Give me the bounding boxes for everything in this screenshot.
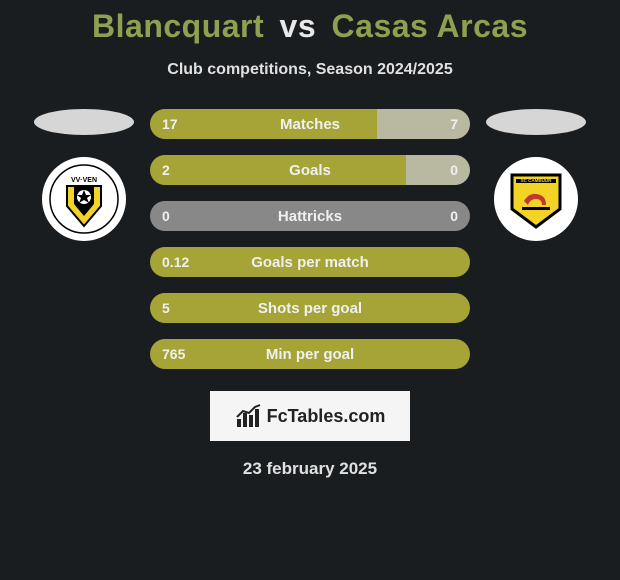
comparison-infographic: Blancquart vs Casas Arcas Club competiti… [0, 0, 620, 580]
team-badge-left: VV·VEN [42, 157, 126, 241]
stat-row: Min per goal765 [150, 339, 470, 369]
stat-row: Matches177 [150, 109, 470, 139]
stat-row: Hattricks00 [150, 201, 470, 231]
bar-left-fill [150, 201, 470, 231]
right-badge-column: SC CAMBUUR [486, 109, 586, 241]
bar-left-fill [150, 155, 406, 185]
stat-bars: Matches177 Goals20 Hattricks00 Goals per ma… [150, 109, 470, 369]
subtitle: Club competitions, Season 2024/2025 [0, 61, 620, 79]
chart-icon [235, 403, 261, 429]
player2-name: Casas Arcas [332, 8, 528, 44]
stat-row: Goals20 [150, 155, 470, 185]
shield-icon: VV·VEN [49, 164, 119, 234]
bar-left-fill [150, 247, 470, 277]
main-area: VV·VEN Matches177 Goals20 Hattricks00 Goals… [0, 109, 620, 369]
vs-label: vs [280, 8, 317, 44]
bar-left-fill [150, 109, 377, 139]
stat-row: Goals per match0.12 [150, 247, 470, 277]
bar-left-fill [150, 339, 470, 369]
player1-name: Blancquart [92, 8, 264, 44]
brand-logo: FcTables.com [210, 391, 410, 441]
team-badge-right: SC CAMBUUR [494, 157, 578, 241]
title: Blancquart vs Casas Arcas [0, 8, 620, 45]
svg-text:VV·VEN: VV·VEN [71, 177, 97, 184]
date: 23 february 2025 [0, 459, 620, 479]
left-badge-column: VV·VEN [34, 109, 134, 241]
shadow-ellipse [34, 109, 134, 135]
stat-row: Shots per goal5 [150, 293, 470, 323]
shield-icon: SC CAMBUUR [506, 169, 566, 229]
bar-left-fill [150, 293, 470, 323]
shadow-ellipse [486, 109, 586, 135]
brand-text: FcTables.com [267, 406, 386, 427]
bar-right-fill [377, 109, 470, 139]
bar-right-fill [406, 155, 470, 185]
svg-text:SC CAMBUUR: SC CAMBUUR [521, 178, 552, 183]
